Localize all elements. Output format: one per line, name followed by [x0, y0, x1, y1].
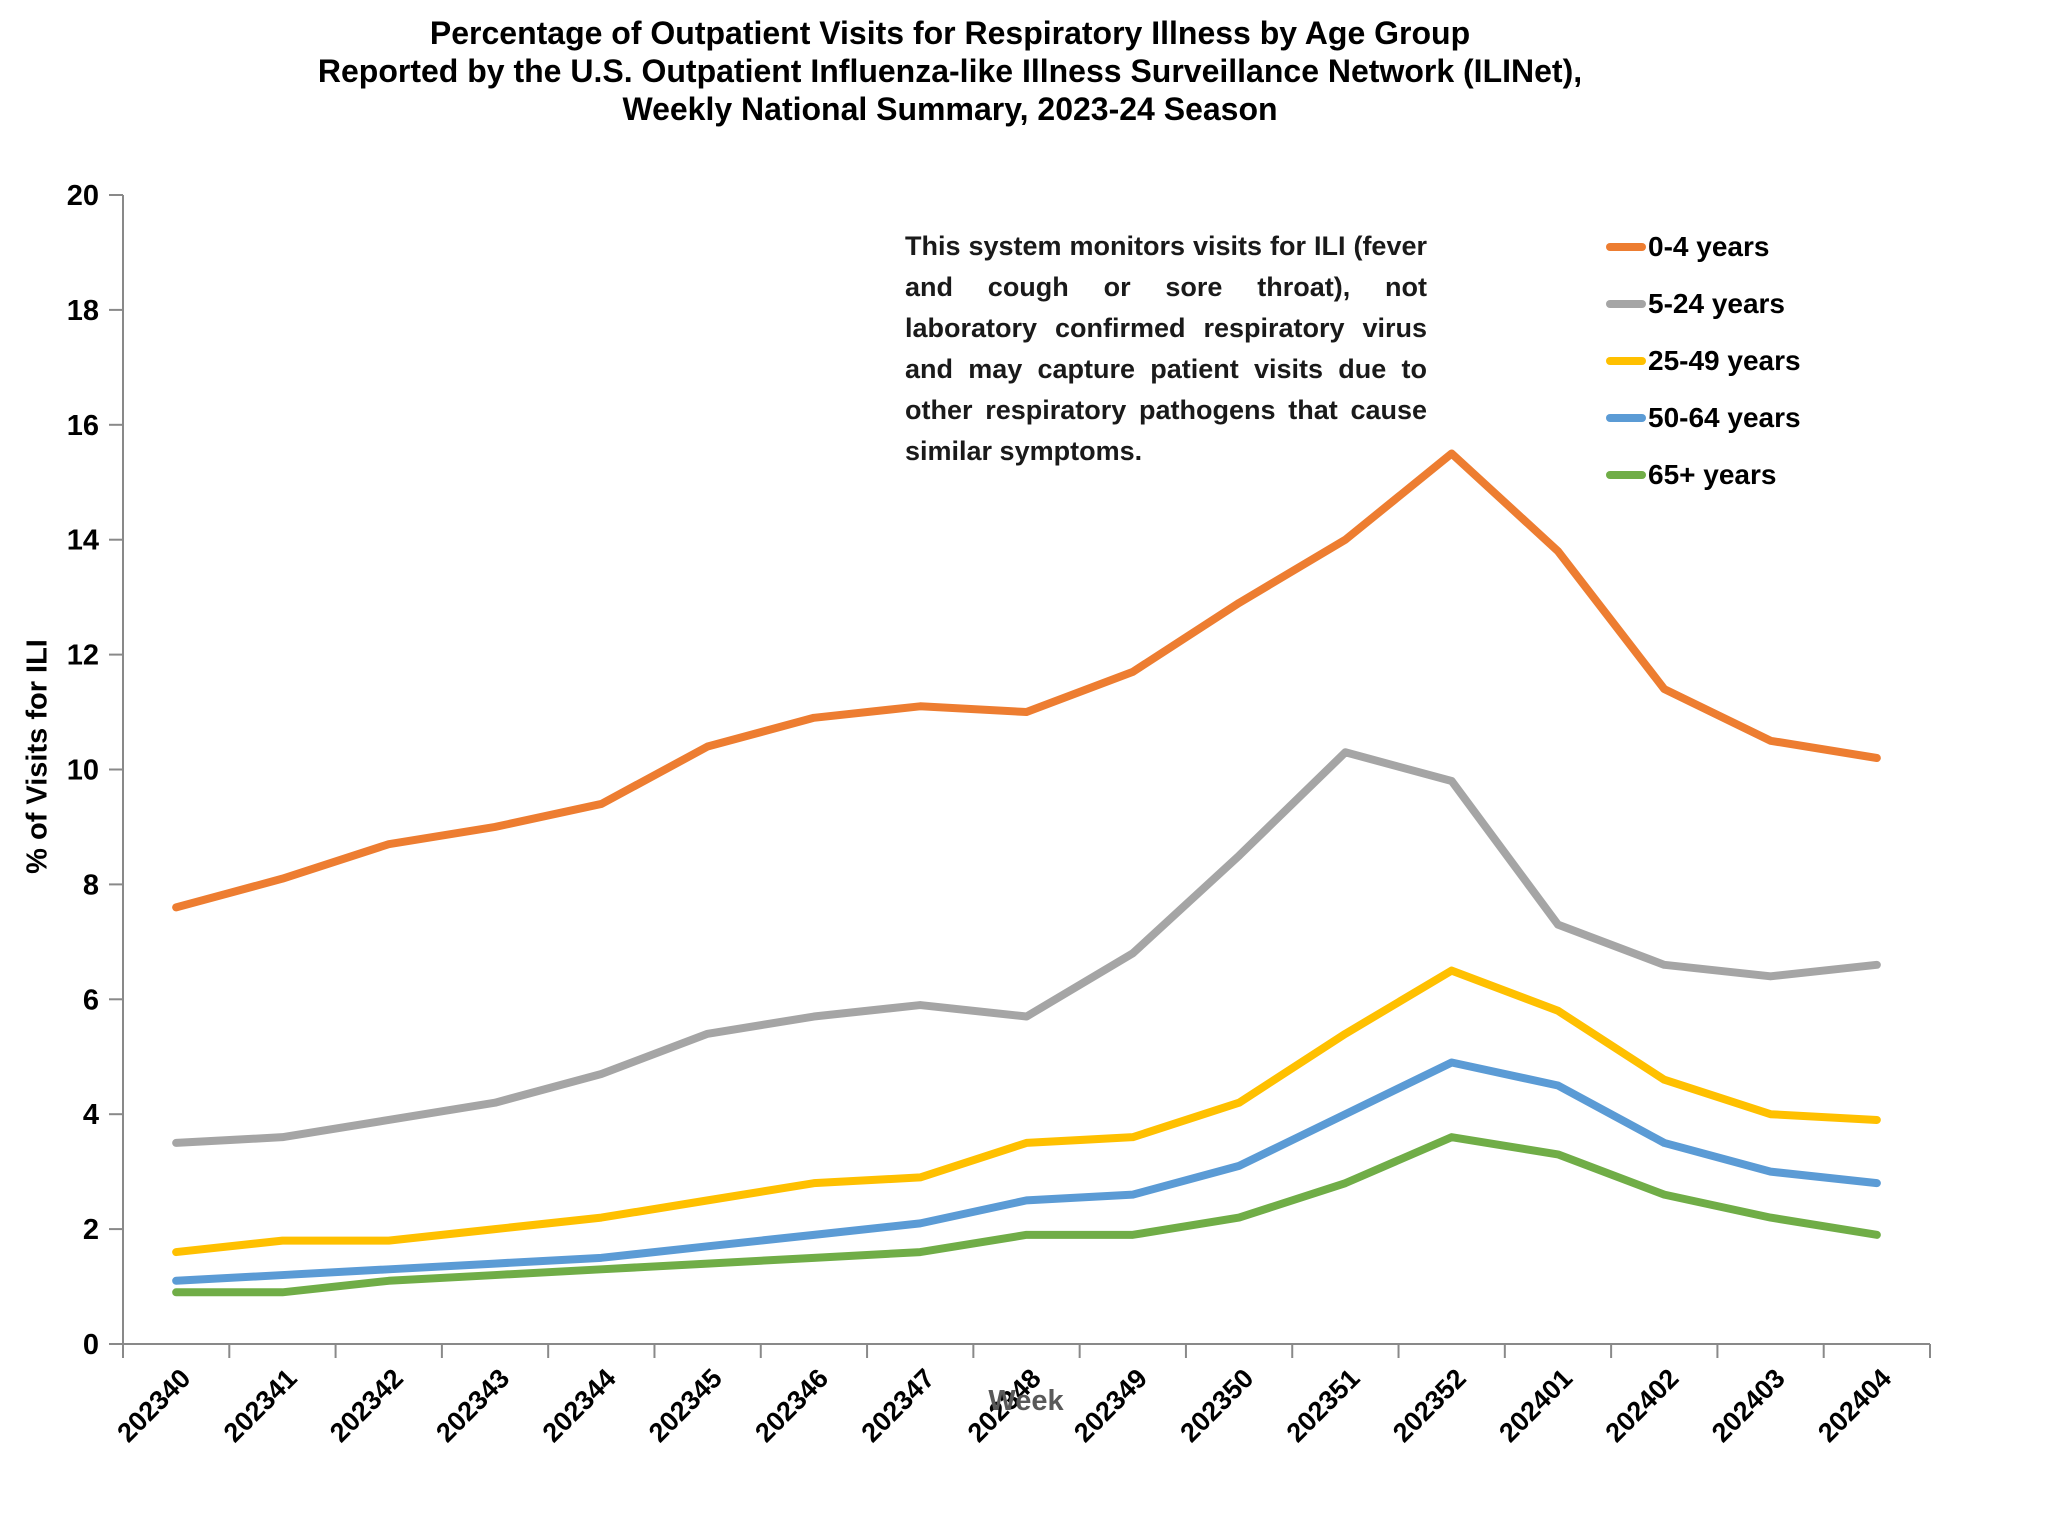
- legend-label: 65+ years: [1648, 459, 1777, 490]
- legend-line-swatch: [1606, 243, 1646, 251]
- chart-title-line1: Percentage of Outpatient Visits for Resp…: [429, 15, 1471, 51]
- x-tick-label: 202346: [749, 1363, 834, 1448]
- legend-item-65-years: 65+ years: [1606, 458, 1801, 492]
- legend-item-0-4-years: 0-4 years: [1606, 230, 1801, 264]
- x-tick-label: 202350: [1174, 1363, 1259, 1448]
- legend-item-50-64-years: 50-64 years: [1606, 401, 1801, 435]
- series-line-65-years: [172, 1133, 1881, 1297]
- y-tick-label: 18: [67, 295, 99, 327]
- annotation-text: This system monitors visits for ILI (fev…: [905, 231, 1427, 466]
- y-tick-label: 10: [67, 755, 99, 787]
- y-tick-label: 6: [83, 984, 99, 1016]
- x-tick-label: 202343: [430, 1363, 515, 1448]
- y-axis-title: % of Visits for ILI: [21, 639, 54, 874]
- x-axis-title: Week: [988, 1385, 1064, 1417]
- legend-label: 5-24 years: [1648, 288, 1786, 319]
- legend-item-5-24-years: 5-24 years: [1606, 287, 1801, 321]
- x-tick-label: 202401: [1493, 1363, 1578, 1448]
- y-tick-label: 4: [83, 1099, 99, 1131]
- chart-title-line2: Reported by the U.S. Outpatient Influenz…: [317, 53, 1583, 89]
- legend-label: 25-49 years: [1648, 345, 1801, 376]
- series-line-5-24-years: [172, 748, 1881, 1147]
- y-tick-label: 2: [83, 1214, 99, 1246]
- series-line-25-49-years: [172, 966, 1881, 1257]
- y-tick-label: 8: [83, 869, 99, 901]
- x-tick-label: 202345: [643, 1363, 728, 1448]
- chart-title: Percentage of Outpatient Visits for Resp…: [0, 14, 1900, 128]
- chart-title-line3: Weekly National Summary, 2023-24 Season: [622, 91, 1278, 127]
- legend-label: 50-64 years: [1648, 402, 1801, 433]
- legend-line-swatch: [1606, 471, 1646, 479]
- x-tick-label: 202341: [218, 1363, 303, 1448]
- legend-line-swatch: [1606, 300, 1646, 308]
- x-tick-label: 202340: [111, 1363, 196, 1448]
- series-line-0-4-years: [172, 449, 1881, 912]
- legend-line-swatch: [1606, 357, 1646, 365]
- legend-item-25-49-years: 25-49 years: [1606, 344, 1801, 378]
- x-tick-label: 202404: [1812, 1363, 1897, 1448]
- x-tick-label: 202351: [1281, 1363, 1366, 1448]
- series-line-50-64-years: [172, 1058, 1881, 1285]
- x-tick-label: 202402: [1600, 1363, 1685, 1448]
- legend: 0-4 years 5-24 years 25-49 years 50-64 year…: [1606, 230, 1801, 515]
- y-tick-label: 12: [67, 640, 99, 672]
- x-tick-label: 202352: [1387, 1363, 1472, 1448]
- y-tick-label: 14: [67, 525, 99, 557]
- legend-label: 0-4 years: [1648, 231, 1770, 262]
- legend-line-swatch: [1606, 414, 1646, 422]
- y-tick-label: 0: [83, 1329, 99, 1361]
- x-tick-label: 202403: [1706, 1363, 1791, 1448]
- y-tick-label: 16: [67, 410, 99, 442]
- y-tick-label: 20: [67, 180, 99, 212]
- x-tick-label: 202342: [324, 1363, 409, 1448]
- x-tick-label: 202344: [537, 1363, 622, 1448]
